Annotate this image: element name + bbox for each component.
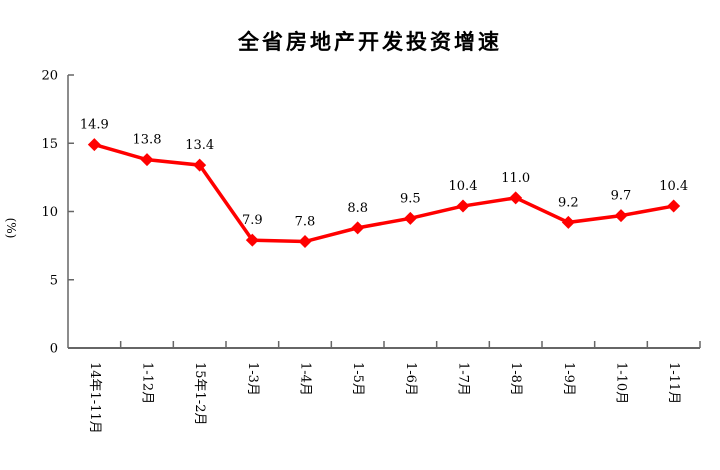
data-point-9	[561, 215, 575, 229]
chart-title: 全省房地产开发投资增速	[238, 29, 502, 54]
data-label-7: 10.4	[449, 179, 478, 194]
data-point-3	[245, 233, 259, 247]
x-category-label-4: 1-4月	[298, 362, 313, 396]
data-label-10: 9.7	[611, 189, 632, 204]
data-point-11	[667, 199, 681, 213]
data-point-4	[298, 235, 312, 249]
x-category-label-1: 1-12月	[140, 362, 155, 404]
data-point-7	[456, 199, 470, 213]
data-point-1	[140, 153, 154, 167]
x-category-label-6: 1-6月	[403, 362, 418, 396]
data-label-6: 9.5	[400, 191, 421, 206]
x-category-label-0: 14年1-11月	[87, 362, 102, 434]
data-label-2: 13.4	[185, 138, 214, 153]
y-tick-label-1: 5	[50, 273, 58, 288]
x-category-label-2: 15年1-2月	[192, 362, 207, 425]
data-label-1: 13.8	[133, 133, 162, 148]
y-tick-label-0: 0	[50, 342, 58, 357]
y-tick-label-3: 15	[41, 137, 58, 152]
data-point-5	[351, 221, 365, 235]
x-category-label-10: 1-10月	[614, 362, 629, 404]
series-line	[93, 142, 674, 244]
x-category-label-5: 1-5月	[350, 362, 365, 396]
x-category-label-11: 1-11月	[666, 362, 681, 404]
data-label-0: 14.9	[80, 118, 109, 133]
data-label-9: 9.2	[558, 195, 579, 210]
y-tick-label-4: 20	[41, 69, 58, 84]
data-label-3: 7.9	[242, 213, 263, 228]
data-label-11: 10.4	[659, 179, 688, 194]
x-category-label-8: 1-8月	[508, 362, 523, 396]
x-category-label-3: 1-3月	[245, 362, 260, 396]
data-label-4: 7.8	[295, 215, 316, 230]
data-point-2	[193, 158, 207, 172]
x-category-label-7: 1-7月	[456, 362, 471, 396]
x-category-label-9: 1-9月	[561, 362, 576, 396]
data-label-8: 11.0	[501, 171, 530, 186]
data-label-5: 8.8	[347, 201, 368, 216]
y-tick-label-2: 10	[41, 205, 58, 220]
data-point-6	[403, 211, 417, 225]
data-point-0	[87, 138, 101, 152]
data-point-8	[509, 191, 523, 205]
data-point-10	[614, 209, 628, 223]
